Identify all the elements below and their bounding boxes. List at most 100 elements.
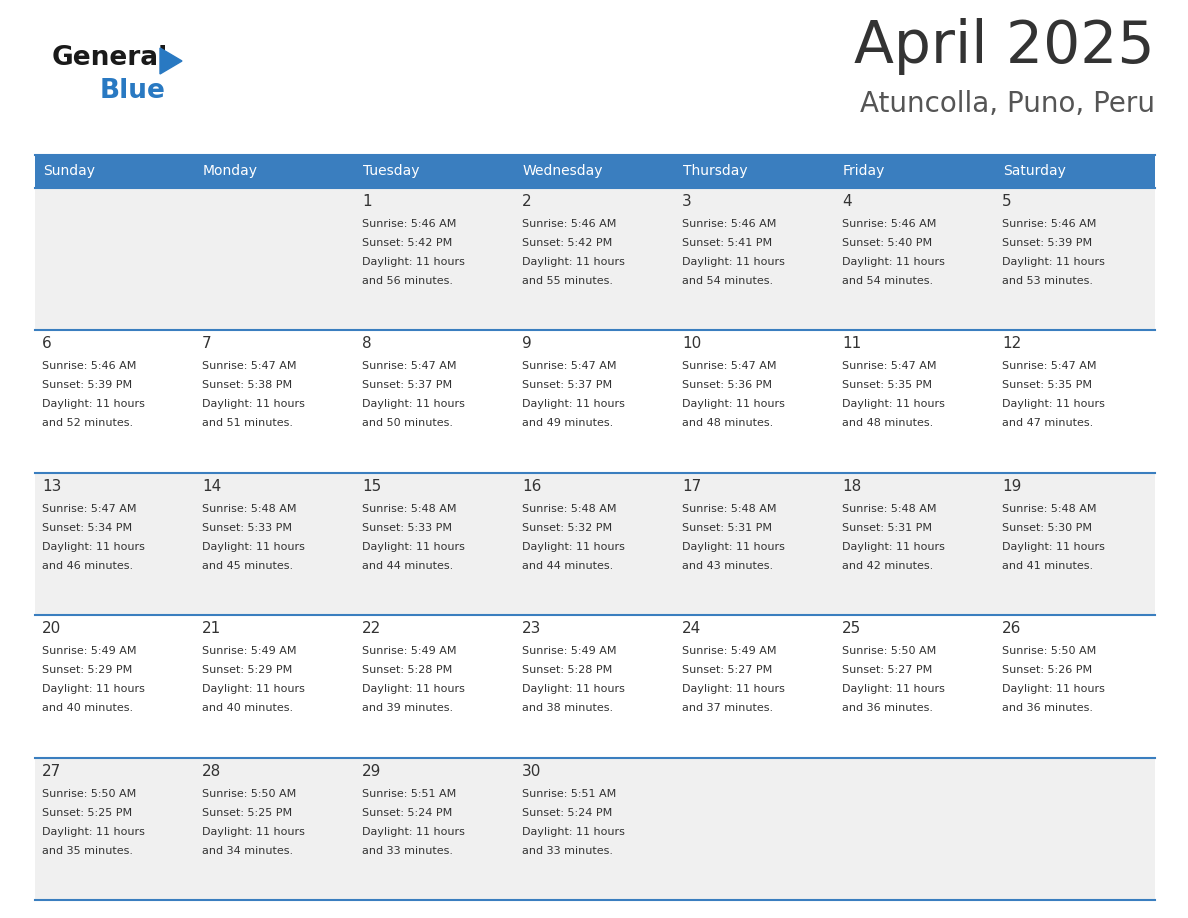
Text: Sunrise: 5:47 AM: Sunrise: 5:47 AM [362,362,456,372]
Text: and 55 minutes.: and 55 minutes. [522,276,613,286]
Text: and 39 minutes.: and 39 minutes. [362,703,453,713]
Text: and 35 minutes.: and 35 minutes. [42,845,133,856]
Text: and 37 minutes.: and 37 minutes. [682,703,773,713]
Text: Sunrise: 5:48 AM: Sunrise: 5:48 AM [842,504,936,514]
Text: Sunset: 5:37 PM: Sunset: 5:37 PM [522,380,612,390]
Text: Sunrise: 5:46 AM: Sunrise: 5:46 AM [362,219,456,229]
Text: Sunset: 5:32 PM: Sunset: 5:32 PM [522,522,612,532]
Text: 23: 23 [522,621,542,636]
Text: Atuncolla, Puno, Peru: Atuncolla, Puno, Peru [860,90,1155,118]
Text: 7: 7 [202,336,211,352]
Text: and 46 minutes.: and 46 minutes. [42,561,133,571]
Text: Daylight: 11 hours: Daylight: 11 hours [362,684,465,694]
Text: Daylight: 11 hours: Daylight: 11 hours [42,399,145,409]
Text: and 43 minutes.: and 43 minutes. [682,561,773,571]
Text: 22: 22 [362,621,381,636]
Text: Daylight: 11 hours: Daylight: 11 hours [522,826,625,836]
Text: 9: 9 [522,336,532,352]
Text: Sunrise: 5:49 AM: Sunrise: 5:49 AM [202,646,297,656]
Text: Daylight: 11 hours: Daylight: 11 hours [1001,399,1105,409]
Text: and 38 minutes.: and 38 minutes. [522,703,613,713]
Text: Sunset: 5:28 PM: Sunset: 5:28 PM [522,666,612,676]
Text: and 50 minutes.: and 50 minutes. [362,419,453,429]
Text: Daylight: 11 hours: Daylight: 11 hours [682,399,785,409]
Text: 13: 13 [42,479,62,494]
Text: and 54 minutes.: and 54 minutes. [842,276,933,286]
Text: Sunset: 5:39 PM: Sunset: 5:39 PM [1001,238,1092,248]
Text: Sunrise: 5:50 AM: Sunrise: 5:50 AM [42,789,137,799]
Text: Sunrise: 5:48 AM: Sunrise: 5:48 AM [1001,504,1097,514]
Bar [34,615,1155,757]
Text: 16: 16 [522,479,542,494]
Text: 5: 5 [1001,194,1012,209]
Text: Sunrise: 5:50 AM: Sunrise: 5:50 AM [202,789,296,799]
Text: Blue: Blue [100,78,166,104]
Text: and 48 minutes.: and 48 minutes. [682,419,773,429]
Text: Daylight: 11 hours: Daylight: 11 hours [682,257,785,267]
Text: and 54 minutes.: and 54 minutes. [682,276,773,286]
Text: and 51 minutes.: and 51 minutes. [202,419,293,429]
Bar [355,155,516,188]
Text: Sunrise: 5:51 AM: Sunrise: 5:51 AM [522,789,617,799]
Text: 20: 20 [42,621,62,636]
Text: Sunset: 5:29 PM: Sunset: 5:29 PM [202,666,292,676]
Text: Sunset: 5:25 PM: Sunset: 5:25 PM [42,808,132,818]
Text: Sunday: Sunday [43,164,95,178]
Text: Sunset: 5:27 PM: Sunset: 5:27 PM [842,666,933,676]
Text: Daylight: 11 hours: Daylight: 11 hours [362,542,465,552]
Text: Tuesday: Tuesday [364,164,419,178]
Text: Sunset: 5:41 PM: Sunset: 5:41 PM [682,238,772,248]
Text: Daylight: 11 hours: Daylight: 11 hours [682,684,785,694]
Text: Daylight: 11 hours: Daylight: 11 hours [1001,542,1105,552]
Text: Sunset: 5:33 PM: Sunset: 5:33 PM [202,522,292,532]
Text: 25: 25 [842,621,861,636]
Text: Sunrise: 5:47 AM: Sunrise: 5:47 AM [682,362,777,372]
Text: Daylight: 11 hours: Daylight: 11 hours [522,399,625,409]
Text: 18: 18 [842,479,861,494]
Text: Daylight: 11 hours: Daylight: 11 hours [202,542,305,552]
Text: and 44 minutes.: and 44 minutes. [522,561,613,571]
Text: Daylight: 11 hours: Daylight: 11 hours [842,542,944,552]
Text: Sunrise: 5:48 AM: Sunrise: 5:48 AM [522,504,617,514]
Text: Sunset: 5:24 PM: Sunset: 5:24 PM [522,808,612,818]
Text: General: General [52,45,169,71]
Text: Sunrise: 5:47 AM: Sunrise: 5:47 AM [42,504,137,514]
Text: Daylight: 11 hours: Daylight: 11 hours [682,542,785,552]
Text: and 53 minutes.: and 53 minutes. [1001,276,1093,286]
Text: Monday: Monday [203,164,258,178]
Text: 21: 21 [202,621,221,636]
Text: and 47 minutes.: and 47 minutes. [1001,419,1093,429]
Text: and 41 minutes.: and 41 minutes. [1001,561,1093,571]
Text: 17: 17 [682,479,701,494]
Text: Sunrise: 5:51 AM: Sunrise: 5:51 AM [362,789,456,799]
Text: 10: 10 [682,336,701,352]
Bar [516,155,675,188]
Text: 3: 3 [682,194,691,209]
Bar [675,155,835,188]
Text: Wednesday: Wednesday [523,164,604,178]
Text: Sunrise: 5:47 AM: Sunrise: 5:47 AM [842,362,936,372]
Bar [34,188,1155,330]
Text: and 45 minutes.: and 45 minutes. [202,561,293,571]
Text: Sunrise: 5:46 AM: Sunrise: 5:46 AM [522,219,617,229]
Text: and 36 minutes.: and 36 minutes. [842,703,933,713]
Text: and 33 minutes.: and 33 minutes. [362,845,453,856]
Text: Sunrise: 5:47 AM: Sunrise: 5:47 AM [522,362,617,372]
Text: Sunset: 5:31 PM: Sunset: 5:31 PM [842,522,933,532]
Text: and 44 minutes.: and 44 minutes. [362,561,454,571]
Text: Sunrise: 5:48 AM: Sunrise: 5:48 AM [682,504,777,514]
Text: Daylight: 11 hours: Daylight: 11 hours [362,826,465,836]
Text: and 40 minutes.: and 40 minutes. [42,703,133,713]
Text: Sunrise: 5:46 AM: Sunrise: 5:46 AM [842,219,936,229]
Text: Daylight: 11 hours: Daylight: 11 hours [202,684,305,694]
Text: Thursday: Thursday [683,164,747,178]
Text: and 34 minutes.: and 34 minutes. [202,845,293,856]
Text: 15: 15 [362,479,381,494]
Text: Sunrise: 5:47 AM: Sunrise: 5:47 AM [1001,362,1097,372]
Text: Daylight: 11 hours: Daylight: 11 hours [202,826,305,836]
Text: Sunrise: 5:46 AM: Sunrise: 5:46 AM [42,362,137,372]
Text: Daylight: 11 hours: Daylight: 11 hours [842,399,944,409]
Text: and 42 minutes.: and 42 minutes. [842,561,934,571]
Text: April 2025: April 2025 [854,18,1155,75]
Text: Sunset: 5:27 PM: Sunset: 5:27 PM [682,666,772,676]
